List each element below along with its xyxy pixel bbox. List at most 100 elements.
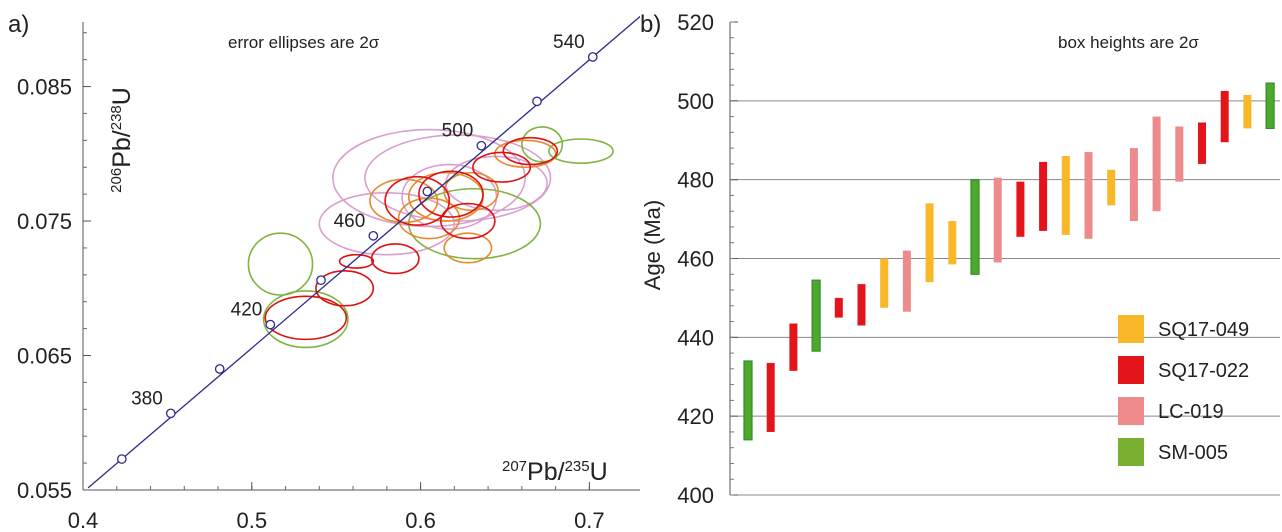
error-ellipse xyxy=(521,126,564,163)
y-tick-label-b: 400 xyxy=(677,483,714,508)
age-box xyxy=(1061,156,1070,235)
y-tick-label-b: 460 xyxy=(677,247,714,272)
legend-swatch xyxy=(1118,315,1144,343)
x-tick-label-a: 0.5 xyxy=(236,508,267,532)
concordia-age-label: 500 xyxy=(442,121,474,142)
error-ellipse xyxy=(262,290,349,349)
annotation-a: error ellipses are 2σ xyxy=(228,33,380,52)
y-label-isotope2: 238 xyxy=(108,105,125,130)
y-axis-label-b: Age (Ma) xyxy=(640,200,665,290)
y-tick-label-b: 440 xyxy=(677,325,714,350)
error-ellipse xyxy=(502,136,559,166)
concordia-age-label: 540 xyxy=(553,32,585,53)
age-box xyxy=(1039,161,1048,231)
error-ellipse xyxy=(418,170,484,218)
concordia-age-marker xyxy=(165,408,176,419)
age-box xyxy=(1084,152,1093,239)
age-box xyxy=(993,177,1002,263)
legend-label: SQ17-022 xyxy=(1158,360,1249,382)
error-ellipse xyxy=(443,232,493,264)
age-box xyxy=(925,203,934,283)
concordia-age-marker xyxy=(422,186,433,197)
concordia-age-marker xyxy=(316,275,326,286)
error-ellipse xyxy=(472,151,532,183)
x-tick-label-a: 0.6 xyxy=(405,508,436,532)
y-axis-label-a: 206Pb/238U xyxy=(108,87,136,193)
concordia-age-label: 380 xyxy=(131,388,163,409)
x-label-part2: U xyxy=(590,458,608,486)
age-box xyxy=(1175,126,1184,182)
y-tick-label-b: 520 xyxy=(677,10,714,35)
age-box xyxy=(1243,94,1252,129)
y-label-part2: U xyxy=(108,87,136,105)
age-box xyxy=(948,221,957,265)
concordia-age-label: 420 xyxy=(231,300,263,321)
age-box xyxy=(766,362,775,432)
concordia-age-label: 460 xyxy=(334,211,366,232)
error-ellipse xyxy=(264,295,348,341)
concordia-age-marker xyxy=(368,230,379,241)
error-ellipse xyxy=(494,139,557,169)
concordia-age-marker xyxy=(587,52,598,62)
age-box xyxy=(1152,116,1161,212)
age-box xyxy=(857,284,866,326)
age-box xyxy=(880,258,889,308)
age-range-chart: b) 400 420 440 460 480 500 520 box heights are… xyxy=(640,10,1280,508)
error-ellipse xyxy=(443,171,500,212)
age-box xyxy=(1265,82,1275,130)
legend-swatch xyxy=(1118,438,1144,466)
concordia-age-marker xyxy=(116,454,127,464)
error-ellipse xyxy=(370,243,420,275)
y-tick-label-a: 0.055 xyxy=(17,478,72,503)
y-tick-label-a: 0.075 xyxy=(17,209,72,234)
y-tick-label-a: 0.085 xyxy=(17,75,72,100)
age-box xyxy=(743,360,753,441)
concordia-age-marker xyxy=(214,364,225,374)
error-ellipse xyxy=(440,202,496,240)
x-label-isotope1: 207 xyxy=(502,458,527,475)
age-box xyxy=(811,279,821,352)
age-box xyxy=(1129,148,1138,222)
annotation-b: box heights are 2σ xyxy=(1058,33,1199,52)
age-box xyxy=(970,179,980,275)
legend-label: SM-005 xyxy=(1158,442,1228,464)
age-box xyxy=(1107,169,1116,206)
y-tick-label-a: 0.065 xyxy=(17,344,72,369)
panel-label-b: b) xyxy=(640,11,661,38)
age-box xyxy=(789,323,798,371)
age-box xyxy=(1198,122,1206,164)
age-box xyxy=(1016,181,1025,237)
annotation-b-background xyxy=(1052,26,1242,56)
age-box xyxy=(834,297,843,318)
concordia-chart: a) error ellipses are 2σ 380 420 460 500 540… xyxy=(8,11,640,532)
error-ellipse xyxy=(548,138,614,165)
error-ellipse xyxy=(315,269,375,307)
x-axis-label-a: 207Pb/235U xyxy=(502,458,608,486)
y-tick-label-b: 480 xyxy=(677,168,714,193)
age-box xyxy=(902,250,911,312)
x-label-part1: Pb/ xyxy=(527,458,565,486)
concordia-curve xyxy=(87,15,640,489)
error-ellipse xyxy=(338,253,375,269)
concordia-age-marker xyxy=(476,140,487,151)
concordia-age-marker xyxy=(532,96,542,107)
error-ellipse xyxy=(397,197,461,240)
error-ellipse xyxy=(384,175,451,226)
error-ellipse xyxy=(247,232,314,296)
x-tick-label-a: 0.7 xyxy=(574,508,605,532)
legend-label: SQ17-049 xyxy=(1158,319,1249,341)
x-label-isotope2: 235 xyxy=(565,458,590,475)
panel-label-a: a) xyxy=(8,11,29,38)
y-label-part1: Pb/ xyxy=(108,130,136,168)
y-label-isotope1: 206 xyxy=(108,168,125,193)
legend-label: LC-019 xyxy=(1158,401,1224,423)
x-tick-label-a: 0.4 xyxy=(68,508,99,532)
age-box xyxy=(1220,90,1229,143)
y-tick-label-b: 500 xyxy=(677,89,714,114)
concordia-age-marker xyxy=(265,319,276,330)
error-ellipse xyxy=(364,134,552,222)
legend-swatch xyxy=(1118,356,1144,384)
legend-swatch xyxy=(1118,397,1144,425)
y-tick-label-b: 420 xyxy=(677,404,714,429)
